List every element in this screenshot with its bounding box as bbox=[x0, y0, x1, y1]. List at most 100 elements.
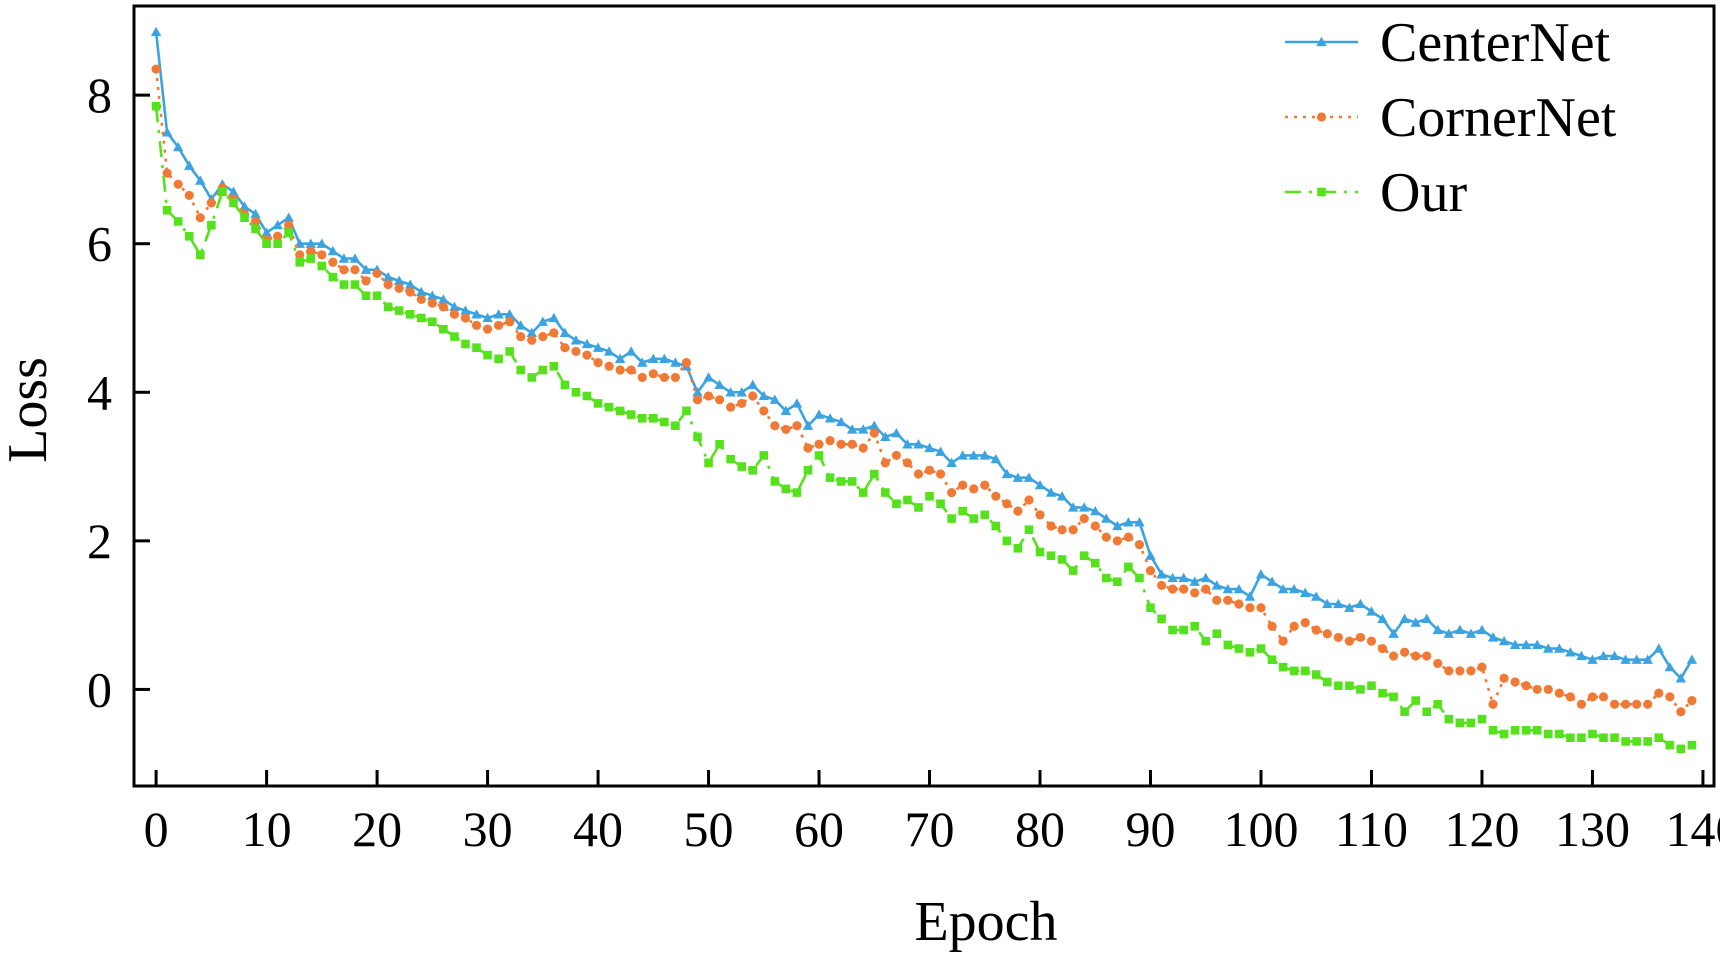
data-point bbox=[383, 302, 393, 312]
data-point bbox=[515, 320, 526, 330]
data-point bbox=[361, 276, 371, 286]
data-point bbox=[438, 302, 448, 312]
data-point bbox=[604, 361, 614, 371]
legend-marker bbox=[1316, 36, 1327, 47]
data-point bbox=[814, 451, 824, 460]
data-point bbox=[725, 387, 736, 397]
data-point bbox=[327, 245, 339, 256]
data-point bbox=[416, 286, 427, 297]
data-point bbox=[736, 387, 747, 397]
data-point bbox=[1477, 714, 1487, 724]
data-point bbox=[195, 213, 205, 223]
data-point bbox=[925, 491, 934, 501]
x-tick-label: 130 bbox=[1555, 801, 1630, 857]
data-point bbox=[593, 399, 603, 408]
data-point bbox=[273, 231, 283, 241]
data-point bbox=[1333, 632, 1343, 643]
data-point bbox=[703, 391, 714, 401]
data-point bbox=[637, 357, 648, 367]
data-point bbox=[218, 187, 227, 197]
legend: CenterNet CornerNet Our bbox=[1285, 12, 1617, 224]
data-point bbox=[427, 298, 437, 308]
data-point bbox=[1134, 517, 1145, 527]
data-point bbox=[1389, 692, 1398, 702]
data-point bbox=[1555, 729, 1564, 739]
data-point bbox=[836, 477, 846, 486]
data-point bbox=[505, 347, 514, 356]
data-point bbox=[1631, 654, 1642, 664]
data-point bbox=[881, 488, 890, 497]
data-point bbox=[405, 309, 415, 319]
data-point bbox=[229, 198, 238, 208]
data-point bbox=[295, 257, 305, 267]
data-point bbox=[416, 313, 426, 323]
data-point bbox=[1067, 502, 1079, 512]
data-point bbox=[482, 312, 493, 323]
data-point bbox=[195, 175, 206, 185]
data-point bbox=[1112, 536, 1122, 546]
data-point bbox=[991, 491, 1001, 501]
data-point bbox=[1421, 613, 1432, 624]
data-point bbox=[1001, 468, 1013, 479]
x-tick-label: 90 bbox=[1126, 801, 1176, 857]
data-point bbox=[1498, 635, 1510, 646]
data-point bbox=[1234, 599, 1244, 609]
data-point bbox=[913, 469, 924, 479]
data-point bbox=[990, 453, 1002, 464]
data-point bbox=[792, 488, 802, 497]
x-tick-label: 120 bbox=[1444, 801, 1519, 857]
data-point bbox=[1620, 654, 1631, 664]
data-point bbox=[394, 283, 404, 293]
data-point bbox=[151, 64, 161, 74]
data-point bbox=[1057, 555, 1067, 564]
data-point bbox=[1101, 513, 1112, 523]
data-point bbox=[681, 357, 692, 368]
data-point bbox=[1245, 647, 1255, 657]
data-point bbox=[1443, 628, 1455, 638]
data-point bbox=[1366, 636, 1377, 646]
data-point bbox=[1344, 602, 1355, 612]
data-point bbox=[1344, 636, 1354, 646]
data-point bbox=[1455, 718, 1465, 728]
data-point bbox=[825, 473, 835, 483]
data-point bbox=[1024, 525, 1034, 535]
data-point bbox=[958, 506, 967, 516]
data-point bbox=[483, 350, 492, 360]
data-point bbox=[173, 179, 183, 189]
data-point bbox=[1686, 654, 1698, 664]
data-point bbox=[472, 343, 481, 353]
data-point bbox=[1212, 629, 1222, 639]
data-point bbox=[1179, 625, 1188, 635]
data-point bbox=[1675, 673, 1687, 683]
data-point bbox=[891, 450, 901, 461]
data-point bbox=[969, 484, 979, 494]
data-point bbox=[714, 379, 725, 390]
data-point bbox=[1521, 681, 1531, 691]
data-point bbox=[1587, 654, 1598, 664]
data-point bbox=[1245, 603, 1255, 613]
series-cornernet bbox=[151, 64, 1697, 717]
data-point bbox=[648, 369, 658, 379]
data-point bbox=[1643, 699, 1653, 709]
data-point bbox=[582, 350, 592, 360]
data-point bbox=[592, 342, 604, 352]
data-point bbox=[1400, 707, 1409, 717]
data-point bbox=[571, 387, 581, 397]
data-point bbox=[858, 488, 868, 497]
data-point bbox=[1034, 479, 1046, 490]
data-point bbox=[1024, 495, 1034, 505]
data-point bbox=[1267, 621, 1277, 631]
data-point bbox=[527, 335, 537, 345]
data-point bbox=[1532, 684, 1542, 695]
data-point bbox=[428, 317, 437, 327]
data-point bbox=[659, 372, 669, 383]
data-point bbox=[958, 480, 968, 490]
data-point bbox=[317, 250, 327, 260]
data-point bbox=[350, 280, 360, 289]
x-tick-label: 70 bbox=[905, 801, 955, 857]
data-point bbox=[1466, 666, 1476, 676]
data-point bbox=[504, 309, 515, 319]
data-point bbox=[1113, 577, 1122, 587]
data-point bbox=[1289, 666, 1299, 676]
data-point bbox=[1676, 707, 1686, 717]
